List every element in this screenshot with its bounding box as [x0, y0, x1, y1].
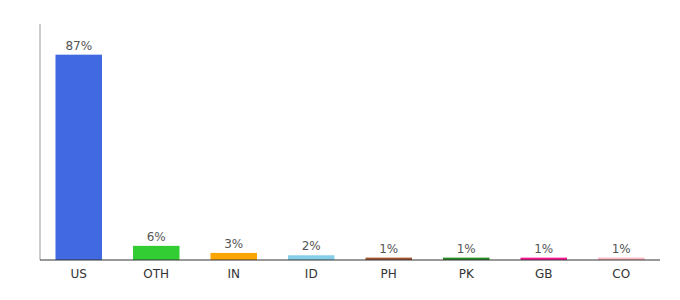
data-label: 87%: [65, 39, 92, 53]
data-labels: 87% 6% 3% 2% 1% 1% 1% 1%: [65, 39, 630, 256]
chart: 87% 6% 3% 2% 1% 1% 1% 1% US OTH IN ID PH PK GB CO: [0, 0, 680, 300]
x-tick-label: US: [71, 267, 87, 281]
data-label: 6%: [147, 230, 166, 244]
x-tick-label: IN: [227, 267, 240, 281]
axes: US OTH IN ID PH PK GB CO: [40, 24, 660, 281]
bars: [56, 55, 645, 260]
data-label: 1%: [534, 242, 553, 256]
data-label: 3%: [224, 237, 243, 251]
chart-container: 87% 6% 3% 2% 1% 1% 1% 1% US OTH IN ID PH PK GB CO: [0, 0, 680, 300]
x-tick-label: OTH: [143, 267, 169, 281]
y-axis-line: [40, 24, 41, 260]
data-label: 1%: [457, 242, 476, 256]
x-tick-label: PH: [381, 267, 397, 281]
data-label: 1%: [379, 242, 398, 256]
x-tick-label: GB: [535, 267, 553, 281]
x-axis-line: [40, 260, 660, 261]
bar: [211, 253, 258, 260]
bar: [288, 255, 335, 260]
data-label: 1%: [612, 242, 631, 256]
x-tick-label: PK: [459, 267, 475, 281]
data-label: 2%: [302, 239, 321, 253]
x-tick-label: ID: [305, 267, 318, 281]
bar: [56, 55, 103, 260]
x-tick-label: CO: [612, 267, 630, 281]
bar: [133, 246, 180, 260]
